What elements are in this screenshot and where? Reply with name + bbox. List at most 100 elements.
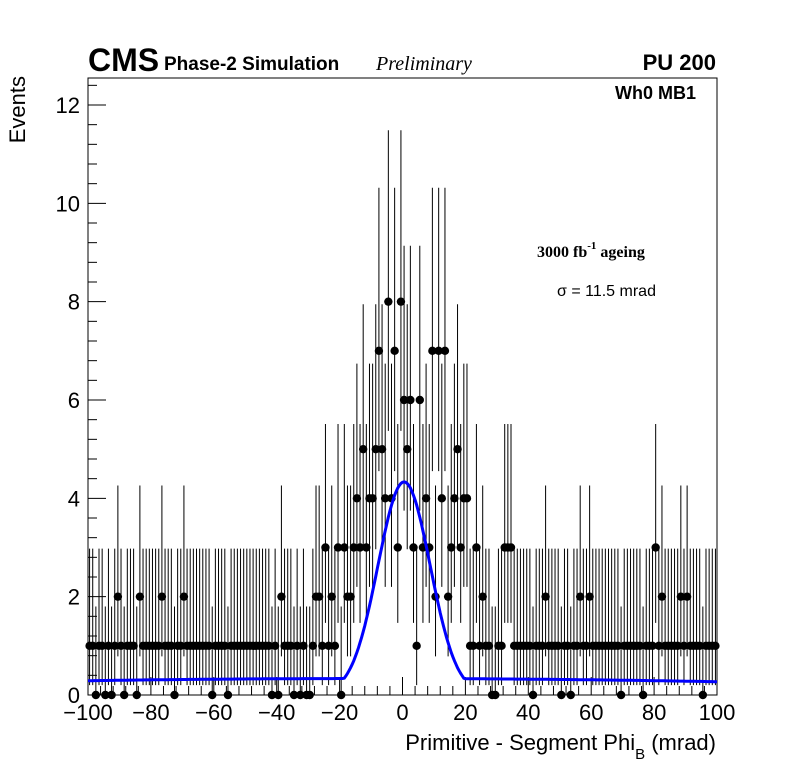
- data-point: [557, 690, 566, 700]
- data-point: [673, 641, 682, 651]
- data-point: [371, 444, 380, 454]
- sigma-label: σ = 11.5 mrad: [557, 283, 656, 300]
- x-axis-label-sub: B: [635, 746, 645, 763]
- data-point: [384, 297, 393, 306]
- data-point: [497, 641, 506, 651]
- x-tick-label: 20: [453, 700, 477, 725]
- x-axis-label-main: Primitive - Segment Phi: [405, 730, 635, 755]
- data-point: [654, 641, 664, 651]
- data-point: [204, 641, 214, 651]
- data-point: [116, 641, 126, 651]
- ageing-label: 3000 fb-1 ageing: [537, 240, 645, 261]
- data-point: [333, 543, 343, 552]
- data-point: [321, 543, 330, 552]
- data-point: [635, 641, 645, 651]
- data-point: [676, 592, 686, 601]
- data-point: [132, 690, 141, 700]
- data-point: [330, 641, 340, 651]
- data-point: [393, 543, 402, 552]
- data-point: [296, 690, 305, 700]
- ageing-exponent: -1: [587, 240, 596, 252]
- data-point: [274, 690, 283, 700]
- data-point: [396, 297, 406, 306]
- data-point: [443, 592, 453, 601]
- data-point: [208, 690, 217, 700]
- data-point: [679, 641, 689, 651]
- data-point: [582, 641, 591, 651]
- y-tick-label: 12: [56, 93, 80, 118]
- data-point: [553, 641, 563, 651]
- x-axis-label: Primitive - Segment PhiB (mrad): [405, 730, 716, 763]
- data-point: [399, 395, 409, 405]
- y-tick-label: 2: [68, 585, 80, 610]
- data-point: [657, 592, 667, 601]
- data-point: [340, 543, 349, 552]
- y-axis-label: Events: [5, 76, 30, 143]
- data-point: [154, 641, 163, 651]
- y-tick-label: 4: [68, 486, 80, 511]
- data-point: [695, 641, 704, 651]
- data-point: [277, 592, 286, 601]
- data-point: [491, 690, 500, 700]
- data-point: [267, 690, 277, 700]
- data-point: [97, 641, 107, 651]
- data-point: [368, 494, 377, 503]
- data-point: [575, 592, 585, 601]
- data-point: [484, 641, 494, 651]
- data-point: [170, 690, 179, 700]
- x-tick-label: 0: [396, 700, 408, 725]
- x-tick-label: 80: [642, 700, 666, 725]
- data-point: [613, 641, 623, 651]
- axis-tick-labels: −100 −80 −60 −40 −20 0 20 40 60 80 100 0 2 4 6 8 10 12: [56, 93, 736, 725]
- x-tick-label: −80: [132, 700, 169, 725]
- data-point: [107, 690, 116, 700]
- data-point: [528, 690, 538, 700]
- data-point: [113, 592, 123, 601]
- ageing-suffix: ageing: [596, 244, 644, 261]
- data-point: [538, 641, 547, 651]
- data-point: [308, 641, 318, 651]
- data-points: [85, 297, 720, 700]
- data-point: [415, 395, 424, 405]
- data-point: [616, 690, 626, 700]
- axis-ticks: [87, 84, 718, 696]
- y-tick-label: 0: [68, 683, 80, 708]
- data-point: [135, 592, 145, 601]
- data-point: [91, 690, 101, 700]
- data-point: [167, 641, 176, 651]
- data-point: [336, 690, 346, 700]
- data-point: [403, 444, 412, 454]
- data-point: [440, 346, 450, 356]
- data-point: [305, 690, 314, 700]
- data-point: [469, 641, 478, 651]
- data-point: [362, 543, 371, 552]
- data-point: [478, 592, 487, 601]
- x-tick-label: −40: [258, 700, 295, 725]
- data-point: [390, 346, 399, 356]
- data-point: [286, 641, 296, 651]
- data-point: [406, 395, 415, 405]
- data-point: [506, 543, 516, 552]
- data-point: [525, 641, 535, 651]
- data-point: [453, 444, 462, 454]
- data-point: [324, 641, 333, 651]
- phase2-label: Phase-2 Simulation: [164, 54, 339, 75]
- data-point: [698, 690, 708, 700]
- data-point: [456, 543, 465, 552]
- data-point: [437, 494, 447, 503]
- data-point: [289, 690, 299, 700]
- x-tick-label: −20: [321, 700, 358, 725]
- y-tick-label: 10: [56, 191, 80, 216]
- data-point: [648, 641, 657, 651]
- data-point: [434, 346, 443, 356]
- x-axis-label-unit: (mrad): [645, 730, 716, 755]
- x-tick-label: −60: [195, 700, 232, 725]
- data-point: [157, 592, 167, 601]
- x-tick-label: 100: [699, 700, 736, 725]
- error-bars: [87, 130, 718, 696]
- data-point: [264, 641, 274, 651]
- data-point: [119, 690, 129, 700]
- preliminary-label: Preliminary: [375, 53, 472, 75]
- data-point: [179, 592, 189, 601]
